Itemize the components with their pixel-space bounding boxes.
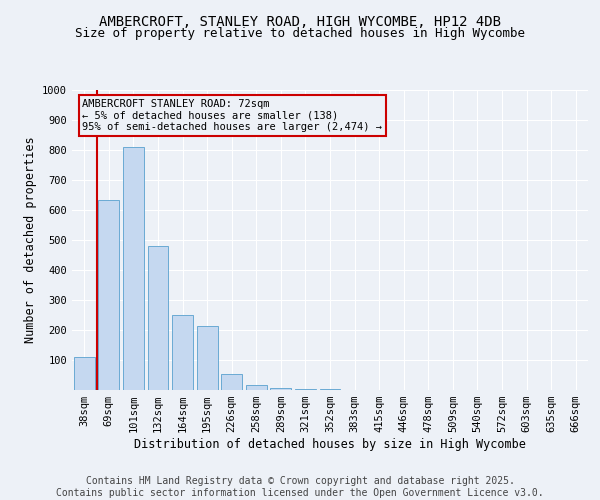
- Bar: [172, 315, 193, 390]
- Bar: [123, 147, 144, 390]
- Text: Contains HM Land Registry data © Crown copyright and database right 2025.
Contai: Contains HM Land Registry data © Crown c…: [56, 476, 544, 498]
- Bar: [221, 374, 242, 390]
- Bar: [74, 357, 95, 390]
- Bar: [98, 200, 119, 390]
- Bar: [295, 388, 316, 390]
- Text: Size of property relative to detached houses in High Wycombe: Size of property relative to detached ho…: [75, 28, 525, 40]
- Bar: [271, 388, 292, 390]
- Bar: [320, 389, 340, 390]
- Text: AMBERCROFT, STANLEY ROAD, HIGH WYCOMBE, HP12 4DB: AMBERCROFT, STANLEY ROAD, HIGH WYCOMBE, …: [99, 15, 501, 29]
- Bar: [148, 246, 169, 390]
- Text: AMBERCROFT STANLEY ROAD: 72sqm
← 5% of detached houses are smaller (138)
95% of : AMBERCROFT STANLEY ROAD: 72sqm ← 5% of d…: [82, 99, 382, 132]
- Bar: [197, 326, 218, 390]
- Bar: [246, 384, 267, 390]
- X-axis label: Distribution of detached houses by size in High Wycombe: Distribution of detached houses by size …: [134, 438, 526, 451]
- Y-axis label: Number of detached properties: Number of detached properties: [23, 136, 37, 344]
